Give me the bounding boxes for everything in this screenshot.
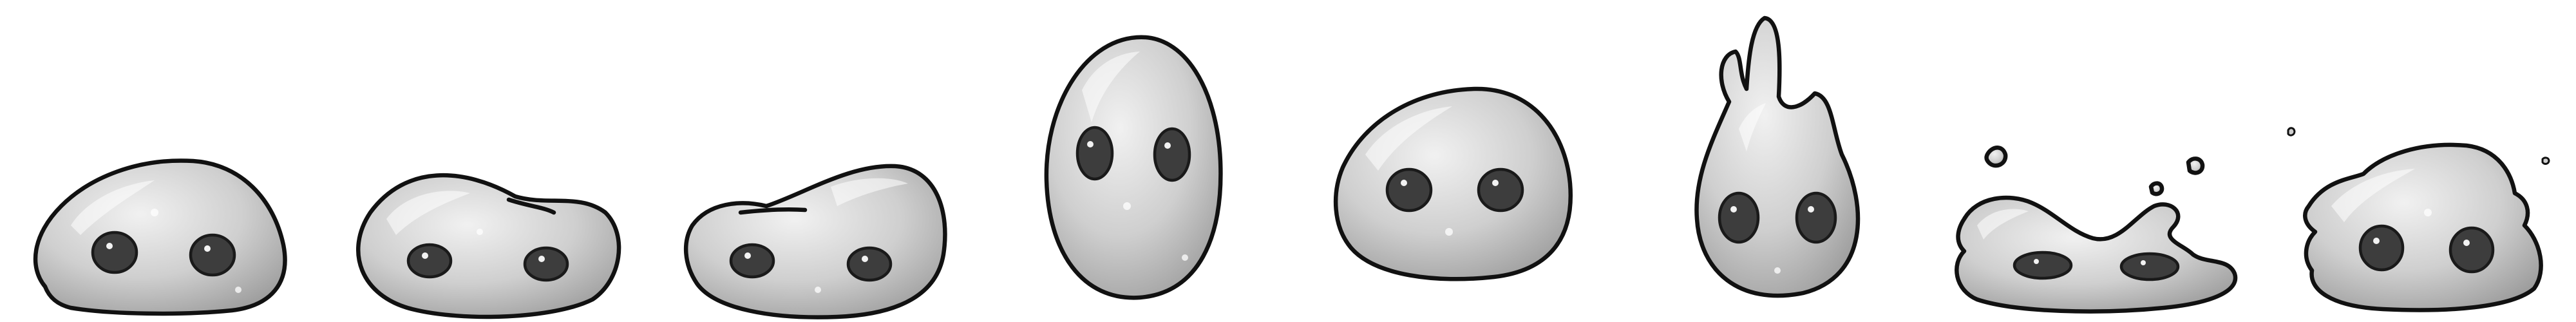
slime-left-eye xyxy=(1075,126,1114,181)
slime-highlight xyxy=(2331,169,2415,222)
slime-highlight xyxy=(1977,209,2029,240)
sparkle xyxy=(1774,267,1781,274)
slime-frame-idle xyxy=(33,158,287,316)
eye-glint xyxy=(1401,180,1407,186)
slime-fold-line xyxy=(506,197,556,215)
slime-left-eye xyxy=(729,243,775,279)
slime-highlight xyxy=(1082,52,1140,122)
slime-body xyxy=(33,158,287,316)
slime-body xyxy=(1955,195,2238,314)
eye-glint xyxy=(862,256,868,262)
slime-body xyxy=(683,164,947,319)
eye-glint xyxy=(1730,206,1737,213)
slime-left-eye xyxy=(406,243,453,279)
slime-frame-flame-top xyxy=(1694,15,1861,298)
slime-right-eye xyxy=(2448,226,2495,274)
slime-body xyxy=(1694,15,1861,298)
eye-glint xyxy=(538,256,545,262)
slime-highlight xyxy=(1739,103,1766,151)
eye-glint xyxy=(2463,240,2470,246)
slime-right-eye xyxy=(1477,167,1524,213)
sparkle xyxy=(2424,209,2432,216)
slime-highlight xyxy=(831,178,908,206)
sparkle xyxy=(1445,228,1453,236)
slime-right-eye xyxy=(189,233,236,277)
slime-left-eye xyxy=(2012,251,2073,280)
slime-frame-round-bounce xyxy=(1333,86,1573,281)
slime-body xyxy=(1044,35,1223,300)
slime-right-eye xyxy=(523,246,569,282)
sparkle xyxy=(1182,254,1188,261)
eye-glint xyxy=(2373,238,2380,244)
sparkle xyxy=(235,287,242,293)
sparkle xyxy=(477,229,483,235)
eye-glint xyxy=(1492,180,1499,186)
splash-drop xyxy=(2186,156,2205,175)
floating-droplet xyxy=(2287,127,2296,137)
slime-frame-splash xyxy=(1955,146,2238,314)
slime-left-eye xyxy=(91,231,138,274)
sparkle xyxy=(151,209,158,216)
eye-glint xyxy=(422,252,428,259)
slime-fold-line xyxy=(738,207,808,215)
slime-frame-lumpy-recover xyxy=(2287,127,2550,312)
slime-highlight xyxy=(1365,106,1452,171)
splash-drop xyxy=(1984,146,2008,168)
slime-body xyxy=(355,173,621,319)
eye-glint xyxy=(2141,260,2146,265)
eye-glint xyxy=(106,243,113,249)
eye-glint xyxy=(204,245,211,252)
eye-glint xyxy=(1808,206,1814,213)
slime-right-eye xyxy=(2119,252,2180,281)
slime-left-eye xyxy=(2358,224,2405,272)
eye-glint xyxy=(744,252,751,259)
sparkle xyxy=(1123,202,1131,210)
slime-highlight xyxy=(71,180,155,235)
slime-left-eye xyxy=(1718,191,1760,244)
slime-left-eye xyxy=(1385,167,1433,213)
slime-body xyxy=(1333,86,1573,281)
slime-body xyxy=(2303,142,2543,312)
sparkle xyxy=(815,287,821,293)
slime-right-eye xyxy=(1795,191,1837,244)
slime-highlight xyxy=(386,191,470,235)
slime-frame-squish-right xyxy=(683,164,947,319)
slime-frame-stretch-tall xyxy=(1044,35,1223,300)
eye-glint xyxy=(1164,142,1171,149)
eye-glint xyxy=(2034,259,2039,264)
floating-droplet xyxy=(2541,156,2550,165)
splash-drop xyxy=(2148,181,2164,196)
slime-frame-squish-left xyxy=(355,173,621,319)
slime-right-eye xyxy=(1153,127,1191,182)
eye-glint xyxy=(1087,141,1094,147)
slime-right-eye xyxy=(846,246,893,282)
